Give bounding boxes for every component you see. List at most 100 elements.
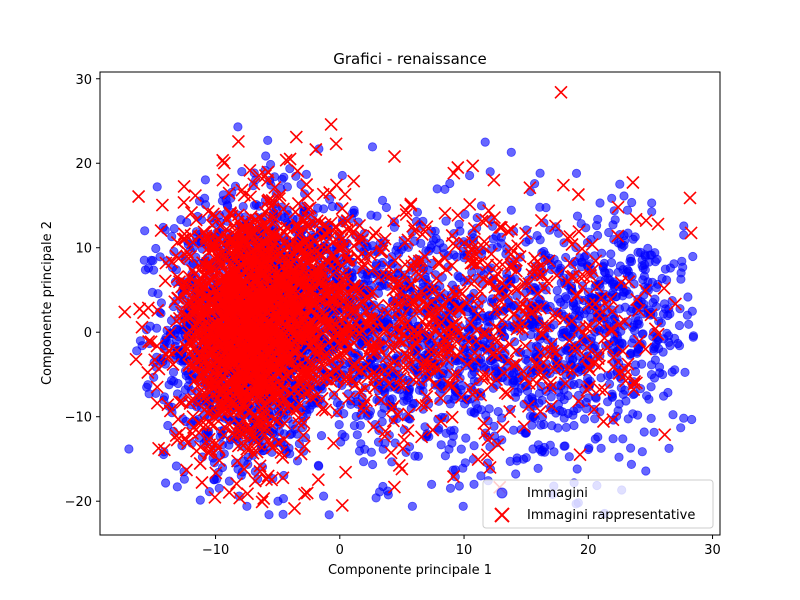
data-point: [334, 419, 344, 430]
data-point: [561, 294, 572, 304]
data-point: [436, 440, 446, 450]
data-point: [367, 142, 378, 152]
data-point: [145, 321, 155, 331]
data-point: [650, 256, 661, 267]
data-point: [646, 382, 656, 392]
data-point: [596, 443, 606, 453]
data-point: [484, 404, 494, 414]
data-point: [640, 265, 650, 275]
data-point: [646, 369, 657, 380]
data-point: [572, 464, 582, 474]
data-point: [668, 410, 678, 420]
data-point: [610, 215, 620, 225]
data-point: [547, 420, 557, 431]
data-point: [404, 413, 414, 423]
data-point: [646, 360, 657, 370]
data-point: [535, 235, 545, 245]
data-point: [621, 396, 631, 406]
data-point: [618, 291, 628, 301]
data-point: [630, 232, 640, 242]
data-point: [625, 443, 636, 453]
data-point: [195, 495, 205, 505]
data-point: [161, 478, 171, 488]
data-point: [608, 287, 618, 297]
data-point: [512, 456, 522, 466]
data-point: [564, 452, 574, 462]
data-point: [283, 414, 293, 424]
data-point: [169, 224, 179, 234]
data-point: [687, 306, 697, 316]
data-point: [657, 369, 668, 380]
data-point: [318, 491, 329, 501]
data-point: [149, 265, 159, 275]
data-point: [296, 179, 306, 190]
data-point: [352, 430, 362, 440]
data-point: [646, 413, 656, 423]
data-point: [620, 385, 630, 395]
data-point: [506, 205, 516, 215]
data-point: [572, 211, 583, 221]
data-point: [632, 410, 643, 420]
data-point: [625, 256, 635, 266]
data-point: [641, 466, 651, 476]
data-point: [679, 413, 689, 423]
data-point: [658, 309, 669, 319]
data-point: [180, 385, 190, 395]
data-point: [153, 289, 163, 299]
data-point: [160, 359, 170, 369]
data-point: [449, 425, 459, 435]
data-point: [545, 440, 555, 450]
data-point: [273, 496, 283, 506]
data-point: [135, 336, 145, 346]
data-point: [132, 346, 142, 356]
data-point: [372, 211, 382, 221]
data-point: [337, 170, 347, 181]
data-point: [470, 408, 480, 418]
data-point: [261, 151, 271, 161]
data-point: [579, 414, 590, 424]
data-point: [508, 425, 519, 435]
data-point: [264, 510, 274, 520]
data-point: [168, 367, 179, 377]
data-point: [535, 168, 545, 178]
data-point: [464, 170, 475, 181]
data-point: [561, 422, 571, 432]
data-point: [339, 359, 349, 369]
data-point: [426, 479, 437, 489]
data-point: [497, 413, 507, 423]
data-point: [449, 250, 459, 260]
data-point: [506, 147, 516, 157]
data-point: [218, 190, 228, 200]
data-point: [674, 341, 685, 351]
data-point: [602, 397, 613, 407]
data-point: [678, 262, 688, 272]
data-point: [537, 445, 548, 456]
data-point: [434, 423, 444, 433]
data-point: [383, 490, 393, 500]
data-point: [224, 476, 234, 486]
data-point: [148, 255, 158, 266]
data-point: [687, 414, 697, 425]
data-point: [658, 347, 668, 357]
data-point: [163, 420, 173, 431]
data-point: [539, 246, 549, 257]
data-point: [278, 509, 288, 520]
data-point: [688, 332, 698, 342]
data-point: [279, 172, 289, 182]
data-point: [563, 390, 573, 401]
data-point: [617, 338, 627, 348]
data-point: [606, 257, 617, 268]
data-point: [649, 427, 659, 437]
data-point: [367, 459, 378, 470]
data-point: [569, 379, 579, 390]
data-point: [445, 483, 456, 493]
data-point: [683, 292, 693, 302]
data-point: [447, 438, 457, 448]
data-point: [647, 198, 657, 208]
data-point: [637, 359, 647, 369]
data-point: [469, 479, 479, 489]
data-point: [407, 501, 417, 511]
data-point: [680, 367, 690, 377]
data-point: [528, 444, 538, 454]
